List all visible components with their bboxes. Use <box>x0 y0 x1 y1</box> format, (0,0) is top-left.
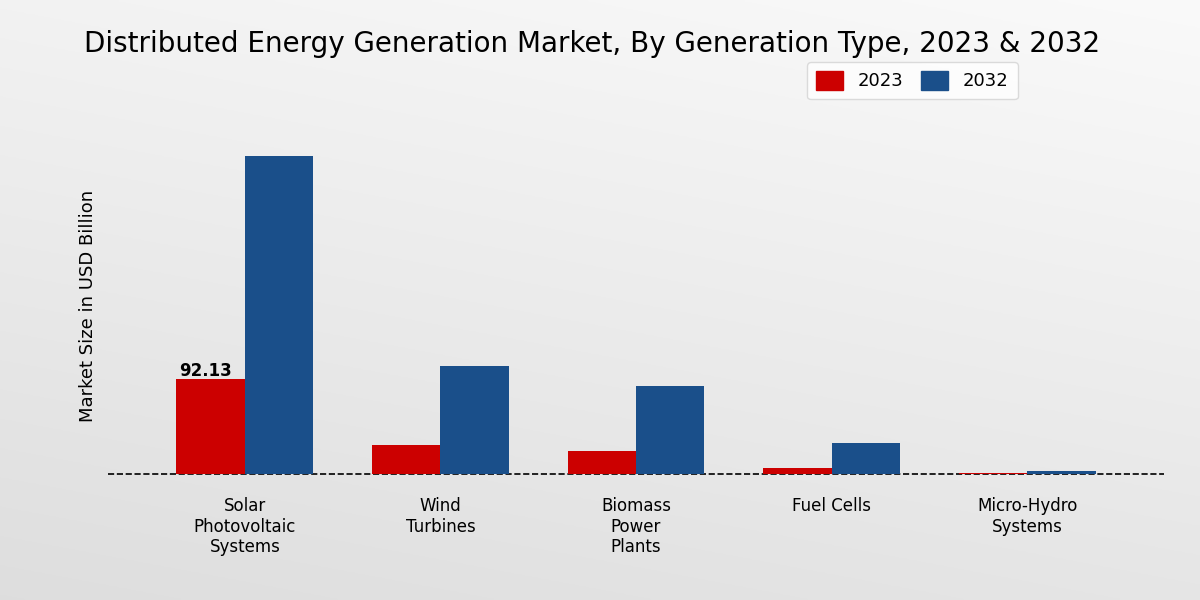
Bar <box>832 443 900 473</box>
Bar <box>372 445 440 473</box>
Bar <box>568 451 636 473</box>
Legend: 2023, 2032: 2023, 2032 <box>808 62 1018 100</box>
Bar <box>1027 471 1096 473</box>
Bar <box>763 468 832 473</box>
Text: Distributed Energy Generation Market, By Generation Type, 2023 & 2032: Distributed Energy Generation Market, By… <box>84 30 1100 58</box>
Bar <box>176 379 245 473</box>
Bar <box>440 366 509 473</box>
Text: 92.13: 92.13 <box>179 362 232 380</box>
Y-axis label: Market Size in USD Billion: Market Size in USD Billion <box>79 190 97 422</box>
Bar <box>636 386 704 473</box>
Bar <box>245 156 313 473</box>
